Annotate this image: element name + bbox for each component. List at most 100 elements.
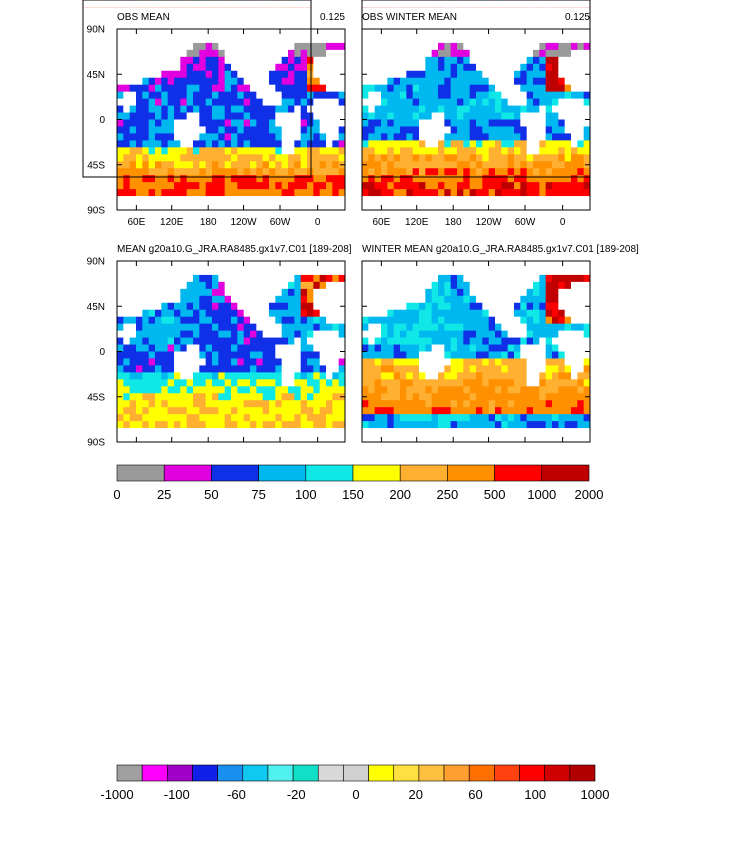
lon-label: 60W — [270, 217, 291, 228]
grid-cell — [514, 182, 521, 190]
grid-cell — [438, 281, 445, 290]
grid-cell — [231, 372, 238, 380]
grid-cell — [374, 182, 382, 190]
grid-cell — [533, 140, 540, 148]
grid-cell — [338, 267, 346, 276]
grid-cell — [180, 91, 188, 100]
grid-cell — [161, 337, 169, 345]
grid-cell — [419, 379, 426, 387]
grid-cell — [507, 393, 515, 401]
grid-cell — [488, 119, 496, 127]
grid-cell — [123, 428, 131, 436]
grid-cell — [174, 35, 181, 44]
grid-cell — [294, 63, 302, 72]
grid-cell — [412, 112, 420, 120]
grid-cell — [552, 35, 559, 44]
grid-cell — [218, 302, 226, 311]
grid-cell — [526, 147, 534, 155]
grid-cell — [412, 351, 420, 359]
grid-cell — [450, 281, 458, 290]
grid-cell — [368, 112, 376, 120]
grid-cell — [425, 295, 433, 304]
grid-cell — [463, 267, 471, 276]
grid-cell — [552, 351, 559, 359]
grid-cell — [174, 281, 181, 290]
grid-cell — [374, 379, 382, 387]
grid-cell — [374, 267, 382, 276]
grid-cell — [288, 344, 295, 352]
grid-cell — [400, 119, 407, 127]
grid-cell — [558, 400, 566, 408]
grid-cell — [431, 414, 439, 422]
grid-cell — [564, 49, 572, 58]
grid-cell — [457, 281, 464, 290]
grid-cell — [294, 133, 302, 141]
grid-cell — [362, 42, 369, 51]
grid-cell — [558, 196, 566, 204]
grid-cell — [476, 267, 483, 276]
grid-cell — [269, 175, 276, 183]
grid-cell — [155, 323, 162, 332]
grid-cell — [313, 351, 321, 359]
grid-cell — [393, 70, 401, 79]
grid-cell — [167, 196, 175, 204]
grid-cell — [123, 154, 131, 162]
grid-cell — [374, 428, 382, 436]
grid-cell — [571, 161, 578, 169]
grid-cell — [545, 323, 553, 332]
grid-cell — [161, 386, 169, 394]
grid-cell — [495, 421, 502, 429]
grid-cell — [180, 70, 188, 79]
grid-cell — [374, 435, 382, 443]
grid-cell — [476, 77, 483, 86]
grid-cell — [269, 91, 276, 100]
grid-cell — [167, 344, 175, 352]
grid-cell — [495, 29, 502, 37]
grid-cell — [212, 316, 219, 325]
grid-cell — [243, 302, 251, 311]
grid-cell — [142, 267, 150, 276]
grid-cell — [142, 295, 150, 304]
grid-cell — [482, 126, 490, 134]
grid-cell — [161, 49, 169, 58]
grid-cell — [136, 435, 143, 443]
grid-cell — [167, 49, 175, 58]
grid-cell — [374, 358, 382, 366]
grid-cell — [155, 337, 162, 345]
grid-cell — [142, 393, 150, 401]
grid-cell — [250, 372, 257, 380]
grid-cell — [294, 288, 302, 297]
grid-cell — [155, 77, 162, 86]
grid-cell — [288, 84, 295, 93]
grid-cell — [476, 414, 483, 422]
grid-cell — [307, 175, 314, 183]
grid-cell — [444, 29, 452, 37]
grid-cell — [262, 372, 270, 380]
grid-cell — [338, 189, 346, 197]
grid-cell — [564, 140, 572, 148]
grid-cell — [256, 189, 264, 197]
grid-cell — [136, 316, 143, 325]
grid-cell — [142, 175, 150, 183]
grid-cell — [393, 35, 401, 44]
grid-cell — [571, 77, 578, 86]
grid-cell — [539, 182, 547, 190]
grid-cell — [256, 261, 264, 269]
grid-cell — [269, 407, 276, 415]
grid-cell — [488, 316, 496, 325]
grid-cell — [148, 365, 156, 373]
grid-cell — [482, 203, 490, 211]
grid-cell — [362, 365, 369, 373]
grid-cell — [136, 344, 143, 352]
grid-cell — [212, 182, 219, 190]
grid-cell — [117, 337, 124, 345]
grid-cell — [400, 105, 407, 113]
grid-cell — [406, 175, 414, 183]
grid-cell — [583, 154, 591, 162]
grid-cell — [186, 344, 194, 352]
grid-cell — [250, 358, 257, 366]
grid-cell — [482, 154, 490, 162]
grid-cell — [438, 182, 445, 190]
grid-cell — [199, 119, 207, 127]
grid-cell — [326, 56, 333, 65]
